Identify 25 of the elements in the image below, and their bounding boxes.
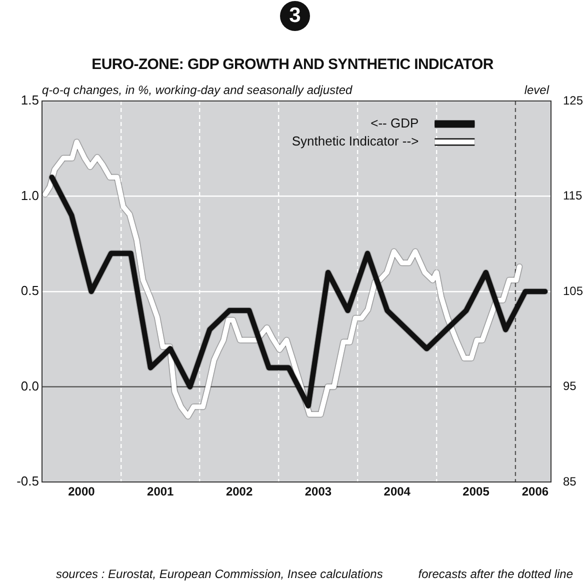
y2-tick-label: 125 [563,93,584,108]
y-tick-label: -0.5 [16,474,39,489]
text: 3 [280,1,310,31]
y-tick-label: 0.0 [20,378,39,394]
y-tick-label: 0.5 [20,283,39,298]
x-tick-label: 2000 [68,484,96,499]
y2-axis-title: level [524,83,549,97]
x-tick-label: 2003 [304,484,332,499]
legend-label: <-- GDP [370,116,419,131]
y2-tick-label: 115 [563,188,582,203]
chart-title: EURO-ZONE: GDP GROWTH AND SYNTHETIC INDICATOR [90,56,494,73]
text: forecasts after the dotted line [418,567,573,581]
x-tick-label: 2002 [226,484,253,499]
y2-tick-label: 85 [563,474,577,488]
x-tick-label: 2006 [522,484,549,499]
y-tick-label: 1.0 [20,188,39,203]
x-tick-label: 2005 [462,484,490,499]
y-tick-label: 1.5 [20,92,39,108]
y2-tick-label: 95 [563,379,577,394]
x-tick-label: 2004 [384,484,411,499]
x-tick-label: 2001 [147,484,174,499]
source-note: sources : Eurostat, European Commission, Insee calculations [56,567,383,581]
y2-tick-label: 105 [563,284,584,298]
legend-label: Synthetic Indicator --> [292,134,419,149]
y-axis-title: q-o-q changes, in %, working-day and seasonally adjusted [42,83,352,97]
